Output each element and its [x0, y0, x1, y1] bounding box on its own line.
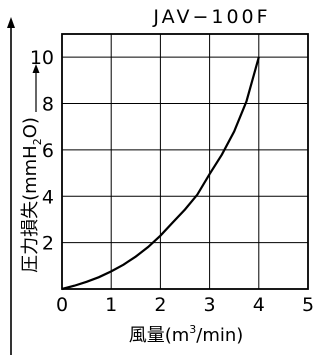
chart-title: JAV−100F [152, 6, 270, 28]
x-tick-label: 3 [204, 294, 216, 316]
y-axis-label: 圧力損失(mmH2O) [20, 117, 44, 273]
pressure-loss-curve [61, 56, 260, 291]
x-axis-label-suffix: /min) [196, 325, 243, 346]
y-tick-label: 8 [42, 94, 54, 116]
x-tick-label: 1 [105, 294, 117, 316]
plot-frame [61, 33, 309, 290]
y-tick-label: 2 [42, 233, 54, 255]
y-axis-label-subscript: 2 [31, 138, 44, 145]
x-tick-label: 2 [154, 294, 166, 316]
y-axis-arrow [7, 17, 15, 355]
x-axis-label: 風量(m3/min) [129, 323, 244, 346]
y-tick-label: 10 [30, 47, 54, 69]
tick-labels: 0 1 2 3 4 5 2 4 6 8 10 [30, 47, 314, 316]
y-axis-label-prefix: 圧力損失(mmH [20, 145, 41, 273]
x-axis-label-prefix: 風量(m [129, 325, 190, 346]
y-axis-label-suffix: O) [20, 117, 41, 138]
x-axis-label-superscript: 3 [189, 323, 196, 336]
x-tick-label: 5 [302, 294, 314, 316]
y-tick-label: 6 [42, 140, 54, 162]
svg-text:風量(m3/min): 風量(m3/min) [129, 323, 244, 346]
svg-text:圧力損失(mmH2O): 圧力損失(mmH2O) [20, 117, 44, 273]
x-tick-label: 4 [253, 294, 265, 316]
x-tick-label: 0 [56, 294, 68, 316]
y-axis-label-arrow [32, 64, 40, 112]
y-tick-label: 4 [42, 186, 54, 208]
grid-layer [62, 34, 308, 289]
